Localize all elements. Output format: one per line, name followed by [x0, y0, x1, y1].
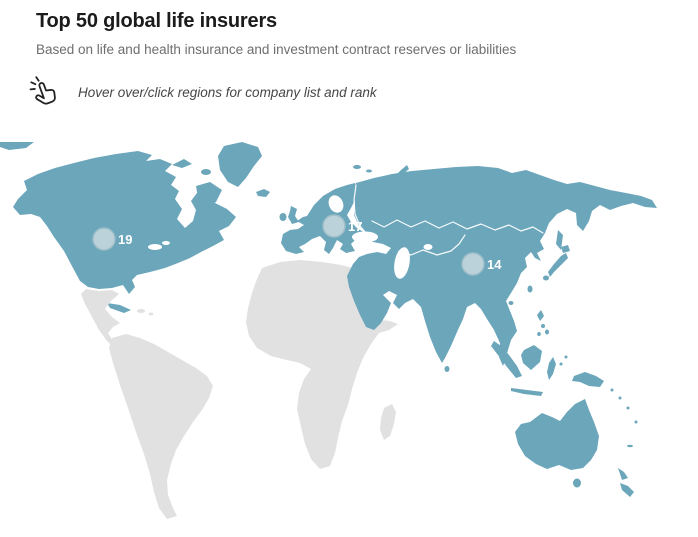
svalbard[interactable]: [353, 165, 361, 169]
country-borders: [353, 184, 544, 256]
inland-seas: [148, 195, 433, 279]
ireland[interactable]: [279, 213, 287, 221]
tap-hand-icon: [29, 76, 56, 105]
java[interactable]: [511, 388, 543, 396]
region-europe[interactable]: [256, 183, 365, 254]
arctic-island-3[interactable]: [201, 169, 211, 175]
franz-josef[interactable]: [366, 169, 372, 173]
region-latin-america: [81, 289, 213, 519]
europe-mainland[interactable]: [281, 183, 365, 254]
region-asia-pacific[interactable]: [0, 142, 657, 497]
sumatra[interactable]: [491, 341, 522, 378]
marker-north-america[interactable]: 19: [92, 227, 132, 251]
marker-europe-count: 17: [348, 219, 362, 234]
tap-spark-3: [29, 88, 36, 91]
marker-north-america-count: 19: [118, 232, 132, 247]
border-kazakhstan-south: [398, 234, 466, 256]
tasmania[interactable]: [573, 478, 581, 488]
caspian-sea: [394, 247, 410, 279]
great-lakes-east: [162, 241, 170, 245]
hainan[interactable]: [508, 301, 514, 305]
border-russia-kazakhstan-china: [371, 219, 544, 234]
philippine-island-3[interactable]: [537, 332, 541, 336]
arctic-island-2[interactable]: [172, 159, 192, 168]
novaya-zemlya[interactable]: [394, 165, 409, 181]
molucca-1[interactable]: [559, 362, 563, 366]
cuba[interactable]: [107, 303, 131, 313]
border-europe-russia: [353, 184, 367, 234]
madagascar: [380, 404, 396, 440]
new-caledonia[interactable]: [627, 444, 633, 448]
solomon-2[interactable]: [618, 396, 622, 400]
region-north-america[interactable]: [13, 142, 262, 313]
kyushu[interactable]: [543, 275, 549, 281]
philippine-island-1[interactable]: [541, 324, 545, 328]
vanuatu[interactable]: [626, 406, 630, 410]
hispaniola: [137, 309, 145, 313]
sulawesi[interactable]: [547, 357, 556, 380]
australia[interactable]: [515, 399, 599, 470]
tap-spark-2: [30, 81, 37, 86]
greenland[interactable]: [218, 142, 262, 187]
tap-hand: [35, 82, 56, 105]
hokkaido[interactable]: [561, 245, 570, 253]
puerto-rico: [148, 312, 154, 316]
iceland[interactable]: [256, 189, 270, 197]
mexico-central-america: [81, 289, 121, 349]
new-zealand-south[interactable]: [620, 483, 634, 497]
asia-mainland[interactable]: [347, 166, 657, 366]
great-britain[interactable]: [288, 206, 299, 224]
tap-spark-1: [35, 76, 40, 82]
baffin-island[interactable]: [196, 182, 222, 208]
north-america-mainland[interactable]: [13, 151, 236, 294]
marker-asia-pacific-count: 14: [487, 257, 502, 272]
instruction-text: Hover over/click regions for company lis…: [78, 84, 377, 100]
header: Top 50 global life insurers Based on lif…: [29, 10, 682, 110]
page-title: Top 50 global life insurers: [36, 10, 277, 32]
page-subtitle: Based on life and health insurance and i…: [36, 42, 517, 57]
marker-north-america-circle[interactable]: [92, 227, 116, 251]
south-america: [109, 334, 213, 519]
marker-europe-circle[interactable]: [322, 214, 346, 238]
marker-asia-pacific-circle[interactable]: [461, 252, 485, 276]
baltic-sea: [328, 195, 344, 213]
sakhalin[interactable]: [556, 230, 563, 250]
philippine-island-2[interactable]: [545, 329, 549, 335]
marker-asia-pacific[interactable]: 14: [461, 252, 502, 276]
aral-sea: [423, 244, 433, 250]
arctic-island-1[interactable]: [146, 166, 164, 176]
great-lakes-west: [148, 244, 162, 250]
sri-lanka[interactable]: [444, 366, 450, 372]
black-sea: [352, 231, 378, 243]
borneo[interactable]: [521, 345, 542, 370]
luzon[interactable]: [537, 310, 544, 321]
molucca-2[interactable]: [564, 355, 568, 359]
new-guinea[interactable]: [572, 372, 604, 387]
instruction-row: Hover over/click regions for company lis…: [27, 74, 682, 110]
honshu[interactable]: [548, 253, 568, 277]
marker-europe[interactable]: 17: [322, 214, 362, 238]
russia-wrap-sliver[interactable]: [0, 142, 34, 150]
new-zealand-north[interactable]: [618, 468, 628, 480]
fiji[interactable]: [634, 420, 638, 424]
taiwan[interactable]: [527, 285, 533, 293]
solomon-1[interactable]: [610, 388, 614, 392]
